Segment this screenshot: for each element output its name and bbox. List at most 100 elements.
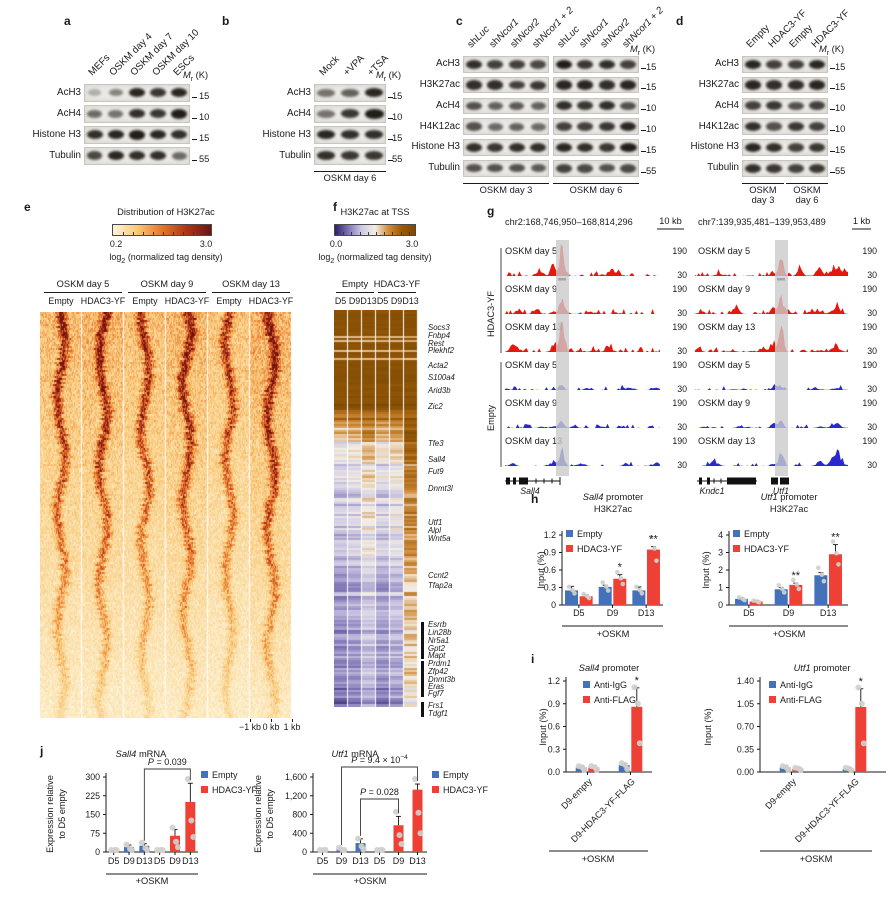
- blot-band: [598, 59, 615, 69]
- mr-value: 10: [199, 111, 210, 122]
- mr-value: 10: [646, 123, 657, 134]
- blot-band: [128, 88, 146, 98]
- legend-label: Empty: [577, 529, 603, 539]
- track-scale-max: 190: [672, 322, 687, 332]
- chart-title: Sall4 mRNA: [116, 749, 167, 759]
- signal-track: [505, 420, 660, 428]
- heatmap-e-title: Distribution of H3K27ac: [117, 207, 215, 217]
- data-dot: [652, 546, 657, 551]
- scale-label-part: 2: [330, 255, 335, 265]
- gene-label: Prdm1: [428, 659, 451, 668]
- mr-tick: [192, 96, 197, 98]
- track-scale-max: 190: [672, 284, 687, 294]
- track-scale-min: 30: [677, 308, 687, 318]
- colorbar-tick: [143, 232, 144, 235]
- mr-tick: [641, 109, 646, 111]
- mr-value: 15: [646, 61, 657, 72]
- blot-band: [508, 59, 525, 69]
- group-underline: [378, 292, 416, 293]
- mr-tick: [830, 171, 835, 173]
- oskm-label: +OSKM: [773, 629, 806, 639]
- track-group-label: Empty: [486, 405, 496, 431]
- data-dot: [144, 847, 151, 853]
- blot-box: [553, 56, 639, 73]
- blot-group-label: OSKM day 3: [479, 185, 533, 195]
- blot-row-label: H4K12ac: [698, 120, 739, 132]
- y-axis-title: to D5 empty: [57, 789, 67, 839]
- region-header: chr2:168,746,950–168,814,296: [505, 217, 633, 227]
- blot-band: [107, 130, 124, 140]
- track-scale-max: 190: [862, 360, 877, 370]
- gene-label: Rest: [428, 339, 445, 348]
- mr-header-part: (K): [640, 44, 656, 54]
- legend-swatch: [769, 681, 776, 688]
- data-dot: [819, 572, 825, 577]
- gene-label: Esrrb: [428, 620, 447, 629]
- blot-band: [598, 164, 615, 173]
- blot-band: [620, 80, 637, 90]
- chart-title: Utf1 promoter: [761, 492, 818, 502]
- blot-band: [487, 164, 504, 173]
- mr-tick: [641, 67, 646, 69]
- chart-title: Sall4 promoter: [579, 663, 639, 673]
- y-tick-label: 0.6: [544, 565, 556, 575]
- panel-label-h: h: [531, 492, 539, 506]
- data-dot: [797, 767, 804, 773]
- y-tick-label: 0.70: [737, 722, 754, 732]
- y-tick-label: 1,600: [285, 772, 307, 782]
- signal-track: [695, 259, 848, 276]
- legend-swatch: [566, 545, 573, 552]
- legend-label: Anti-IgG: [780, 680, 813, 690]
- sub-col-label: Empty: [216, 296, 242, 306]
- blot-band: [620, 142, 637, 153]
- scale-label-part: (normalized tag density): [334, 252, 432, 262]
- data-dot: [634, 584, 639, 590]
- blot-band: [530, 164, 546, 173]
- gene-label: Dnmt3b: [428, 675, 456, 684]
- scale-label-part: 2: [121, 255, 126, 265]
- blot-band: [620, 101, 637, 111]
- data-dot: [776, 583, 781, 588]
- blot-band: [809, 59, 826, 69]
- x-tick-label: −1 kb: [239, 722, 261, 732]
- blot-band: [787, 163, 804, 173]
- blot-band: [787, 59, 804, 69]
- track-label: OSKM day 5: [505, 246, 557, 256]
- track-scale-min: 30: [867, 422, 877, 432]
- signal-track: [505, 446, 660, 466]
- heatmap-f-canvas: [334, 310, 418, 707]
- x-category-label: D9-HDAC3-YF-FLAG: [793, 776, 861, 844]
- blot-box: [463, 97, 549, 115]
- gene-cluster-bracket: [421, 622, 424, 659]
- mr-value: 55: [646, 165, 657, 176]
- blot-band: [809, 101, 826, 111]
- mr-header-part: M: [819, 44, 827, 54]
- blot-row-label: Histone H3: [690, 141, 739, 153]
- data-dot: [781, 590, 787, 595]
- blot-band: [150, 151, 167, 161]
- scale-max-label: 3.0: [199, 239, 213, 249]
- blot-row-label: AcH3: [436, 58, 460, 70]
- track-scale-max: 190: [672, 246, 687, 256]
- y-tick-label: 0: [718, 600, 723, 610]
- legend-label: HDAC3-YF: [744, 544, 790, 554]
- heatmap-f-title: H3K27ac at TSS: [340, 207, 410, 217]
- blot-band: [577, 122, 594, 132]
- blot-row-label: Tubulin: [49, 149, 81, 161]
- y-axis-title: Input (%): [538, 708, 548, 745]
- heatmap-e-canvas: [40, 312, 292, 718]
- track-scale-min: 30: [867, 384, 877, 394]
- group-underline: [786, 183, 828, 184]
- y-tick-label: 1.2: [548, 676, 560, 686]
- mr-header-part: r: [383, 75, 387, 83]
- significance-star: **: [649, 534, 658, 546]
- blot-band: [787, 143, 804, 152]
- colorbar-tick: [203, 232, 204, 235]
- mr-tick: [192, 117, 197, 119]
- blot-band: [530, 59, 547, 69]
- blot-band: [341, 88, 359, 97]
- oskm-label: +OSKM: [597, 629, 630, 639]
- data-dot: [175, 844, 181, 851]
- mr-value: 15: [392, 132, 403, 143]
- scale-label-part: log: [109, 252, 122, 262]
